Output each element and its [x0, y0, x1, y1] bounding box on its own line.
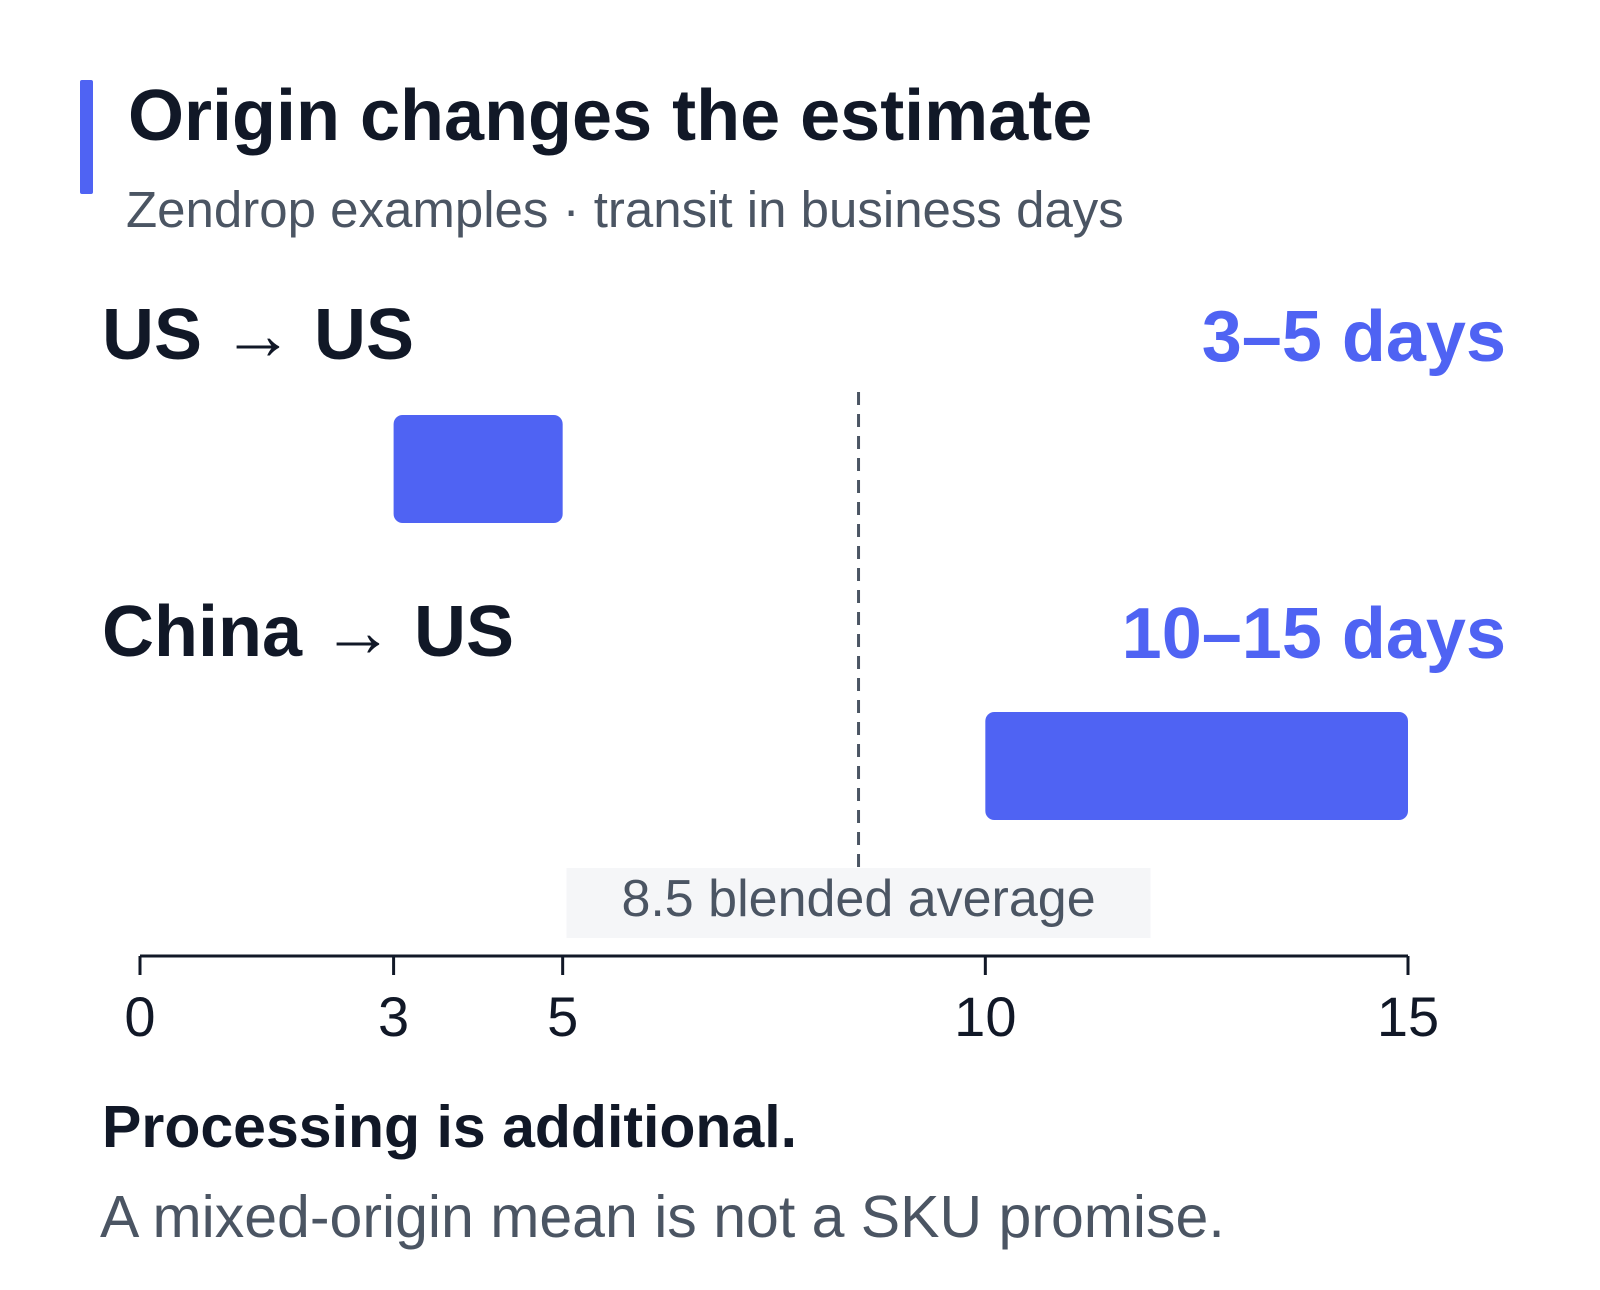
- footer-headline: Processing is additional.: [102, 1094, 797, 1160]
- range-label-us-us: 3–5 days: [1202, 297, 1506, 377]
- reference-label: 8.5 blended average: [621, 870, 1095, 928]
- bar-us-us: [393, 415, 563, 523]
- x-axis: 0 3 5 10 15: [124, 954, 1439, 1048]
- reference-label-bg: [566, 868, 1151, 938]
- tick-label-3: 3: [378, 985, 409, 1048]
- range-label-china-us: 10–15 days: [1122, 594, 1506, 674]
- chart-rows: US → US 3–5 days China → US 10–15 days: [102, 295, 1506, 820]
- row-label-china-us: China → US: [102, 592, 514, 672]
- tick-label-5: 5: [547, 985, 578, 1048]
- chart-title: Origin changes the estimate: [128, 76, 1092, 156]
- tick-label-0: 0: [124, 985, 155, 1048]
- tick-label-10: 10: [954, 985, 1016, 1048]
- bar-china-us: [985, 712, 1408, 820]
- chart-subtitle: Zendrop examples · transit in business d…: [126, 181, 1124, 238]
- row-label-us-us: US → US: [102, 295, 414, 375]
- title-accent-bar: [80, 80, 93, 194]
- tick-label-15: 15: [1377, 985, 1439, 1048]
- reference-line-group: 8.5 blended average: [566, 392, 1151, 938]
- footer-note: A mixed-origin mean is not a SKU promise…: [100, 1184, 1225, 1250]
